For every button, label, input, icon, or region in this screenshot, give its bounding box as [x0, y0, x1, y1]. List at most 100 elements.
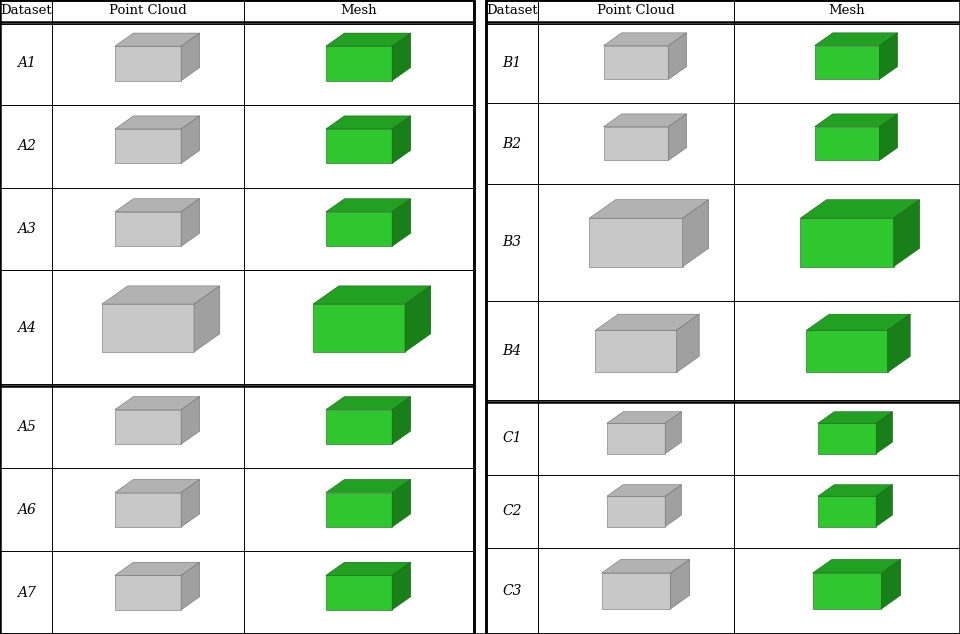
Polygon shape [894, 200, 920, 267]
Polygon shape [392, 198, 411, 246]
Polygon shape [181, 562, 200, 610]
Polygon shape [812, 559, 900, 573]
Text: A6: A6 [16, 503, 36, 517]
Polygon shape [325, 493, 392, 527]
Polygon shape [818, 496, 876, 527]
Polygon shape [668, 33, 686, 79]
Polygon shape [607, 484, 682, 496]
Polygon shape [325, 198, 411, 212]
Polygon shape [815, 33, 898, 46]
Text: Dataset: Dataset [0, 4, 52, 18]
Text: Mesh: Mesh [828, 4, 865, 18]
Polygon shape [607, 496, 665, 527]
Polygon shape [181, 33, 200, 81]
Polygon shape [115, 116, 200, 129]
Polygon shape [392, 116, 411, 164]
Bar [0, 0, 474, 634]
Polygon shape [115, 397, 200, 410]
Polygon shape [392, 562, 411, 610]
Polygon shape [604, 46, 668, 79]
Text: A5: A5 [16, 420, 36, 434]
Text: Dataset: Dataset [486, 4, 538, 18]
Polygon shape [115, 562, 200, 576]
Polygon shape [665, 484, 682, 527]
Polygon shape [325, 33, 411, 46]
Text: Point Cloud: Point Cloud [597, 4, 675, 18]
Text: C3: C3 [502, 584, 521, 598]
Polygon shape [181, 198, 200, 246]
Polygon shape [668, 114, 686, 160]
Polygon shape [181, 116, 200, 164]
Polygon shape [115, 479, 200, 493]
Polygon shape [888, 314, 910, 372]
Polygon shape [325, 116, 411, 129]
Polygon shape [589, 200, 708, 218]
Polygon shape [115, 129, 181, 164]
Polygon shape [325, 562, 411, 576]
Polygon shape [881, 559, 900, 609]
Polygon shape [325, 129, 392, 164]
Polygon shape [102, 286, 220, 304]
Polygon shape [115, 493, 181, 527]
Polygon shape [604, 114, 686, 127]
Polygon shape [325, 397, 411, 410]
Polygon shape [313, 286, 431, 304]
Polygon shape [818, 424, 876, 453]
Polygon shape [876, 411, 893, 453]
Polygon shape [801, 200, 920, 218]
Bar [486, 0, 960, 634]
Polygon shape [602, 573, 670, 609]
Polygon shape [405, 286, 431, 352]
Polygon shape [815, 114, 898, 127]
Polygon shape [801, 218, 894, 267]
Text: A3: A3 [16, 222, 36, 236]
Polygon shape [607, 411, 682, 424]
Polygon shape [815, 127, 879, 160]
Polygon shape [115, 198, 200, 212]
Polygon shape [604, 33, 686, 46]
Polygon shape [595, 330, 677, 372]
Polygon shape [604, 127, 668, 160]
Polygon shape [806, 330, 888, 372]
Text: B4: B4 [502, 344, 521, 358]
Polygon shape [879, 114, 898, 160]
Polygon shape [879, 33, 898, 79]
Polygon shape [806, 314, 910, 330]
Text: Point Cloud: Point Cloud [109, 4, 187, 18]
Polygon shape [392, 397, 411, 444]
Text: B3: B3 [502, 235, 521, 249]
Text: A2: A2 [16, 139, 36, 153]
Polygon shape [670, 559, 689, 609]
Text: A4: A4 [16, 321, 36, 335]
Text: C1: C1 [502, 432, 521, 446]
Polygon shape [683, 200, 708, 267]
Text: C2: C2 [502, 505, 521, 519]
Text: B1: B1 [502, 56, 521, 70]
Polygon shape [115, 212, 181, 246]
Polygon shape [325, 212, 392, 246]
Polygon shape [325, 576, 392, 610]
Polygon shape [115, 46, 181, 81]
Polygon shape [325, 46, 392, 81]
Polygon shape [194, 286, 220, 352]
Polygon shape [815, 46, 879, 79]
Polygon shape [181, 397, 200, 444]
Polygon shape [818, 484, 893, 496]
Polygon shape [115, 410, 181, 444]
Polygon shape [876, 484, 893, 527]
Polygon shape [325, 410, 392, 444]
Polygon shape [102, 304, 194, 352]
Polygon shape [607, 424, 665, 453]
Polygon shape [602, 559, 689, 573]
Text: A7: A7 [16, 586, 36, 600]
Polygon shape [677, 314, 699, 372]
Polygon shape [115, 576, 181, 610]
Polygon shape [818, 411, 893, 424]
Text: Mesh: Mesh [341, 4, 377, 18]
Text: B2: B2 [502, 136, 521, 151]
Polygon shape [392, 479, 411, 527]
Polygon shape [595, 314, 699, 330]
Polygon shape [812, 573, 881, 609]
Polygon shape [115, 33, 200, 46]
Text: A1: A1 [16, 56, 36, 70]
